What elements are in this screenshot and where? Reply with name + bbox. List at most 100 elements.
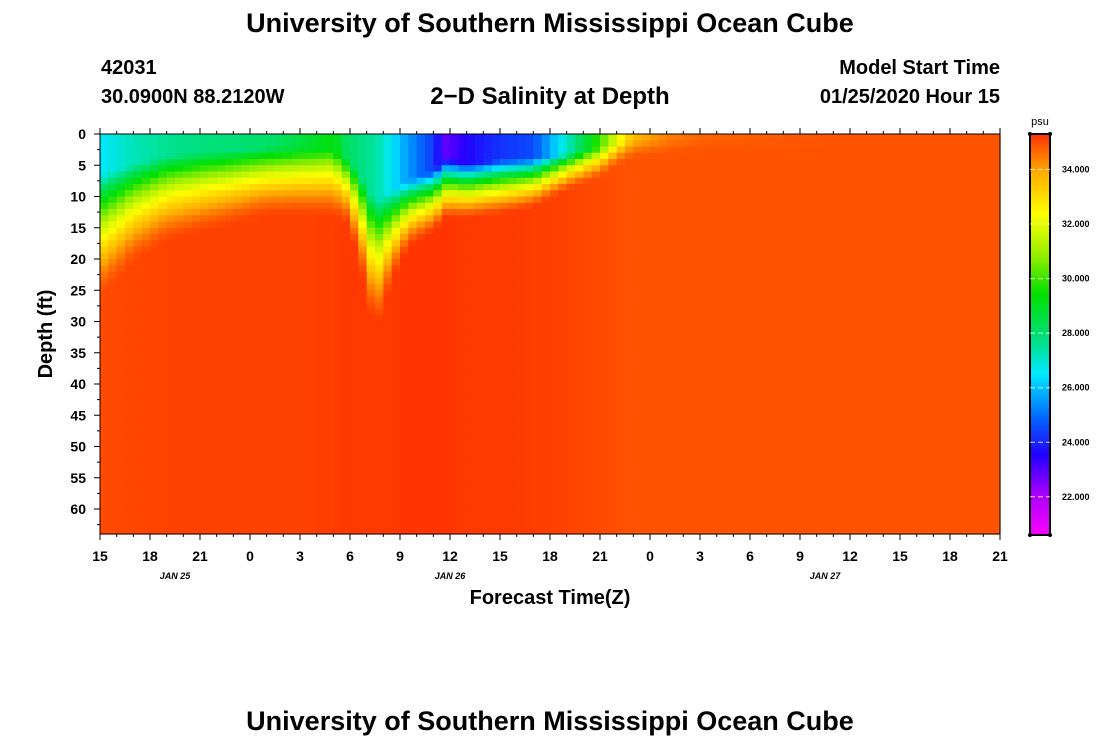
heatmap-cell xyxy=(183,365,193,373)
heatmap-cell xyxy=(550,377,559,385)
heatmap-cell xyxy=(158,459,168,466)
heatmap-cell xyxy=(308,227,318,235)
heatmap-cell xyxy=(466,515,476,523)
heatmap-cell xyxy=(475,184,484,191)
heatmap-cell xyxy=(225,159,234,166)
heatmap-cell xyxy=(350,365,359,373)
heatmap-cell xyxy=(583,290,593,298)
heatmap-cell xyxy=(708,152,718,160)
heatmap-cell xyxy=(358,296,368,304)
heatmap-cell xyxy=(450,415,459,423)
heatmap-cell xyxy=(591,277,601,285)
heatmap-cell xyxy=(516,459,526,466)
heatmap-cell xyxy=(183,384,193,391)
heatmap-cell xyxy=(475,202,484,210)
heatmap-cell xyxy=(650,490,659,498)
heatmap-cell xyxy=(541,459,551,466)
heatmap-cell xyxy=(508,290,518,298)
heatmap-cell xyxy=(150,465,159,473)
heatmap-cell xyxy=(500,221,509,229)
heatmap-cell xyxy=(358,159,368,166)
heatmap-cell xyxy=(625,284,634,291)
heatmap-cell xyxy=(258,346,268,354)
heatmap-cell xyxy=(741,471,751,479)
heatmap-cell xyxy=(700,196,709,204)
heatmap-cell xyxy=(491,527,501,535)
heatmap-cell xyxy=(616,227,626,235)
heatmap-cell xyxy=(283,190,293,198)
heatmap-cell xyxy=(375,440,384,448)
heatmap-cell xyxy=(683,365,693,373)
heatmap-cell xyxy=(375,521,384,529)
heatmap-cell xyxy=(158,384,168,391)
heatmap-cell xyxy=(233,140,243,148)
heatmap-cell xyxy=(116,221,126,229)
heatmap-cell xyxy=(733,252,743,260)
heatmap-cell xyxy=(358,434,368,441)
heatmap-cell xyxy=(516,296,526,304)
heatmap-cell xyxy=(150,246,159,254)
heatmap-cell xyxy=(583,177,593,185)
heatmap-cell xyxy=(250,134,259,141)
heatmap-cell xyxy=(450,290,459,298)
heatmap-cell xyxy=(541,227,551,235)
heatmap-cell xyxy=(550,352,559,360)
heatmap-cell xyxy=(333,490,343,498)
heatmap-cell xyxy=(641,240,651,248)
heatmap-cell xyxy=(166,190,176,198)
heatmap-cell xyxy=(316,509,326,516)
heatmap-cell xyxy=(283,384,293,391)
heatmap-cell xyxy=(525,415,534,423)
heatmap-cell xyxy=(308,259,318,266)
heatmap-cell xyxy=(158,184,168,191)
heatmap-cell xyxy=(666,177,676,185)
heatmap-cell xyxy=(666,290,676,298)
heatmap-cell xyxy=(300,134,309,141)
heatmap-cell xyxy=(341,390,351,398)
heatmap-cell xyxy=(341,309,351,316)
heatmap-cell xyxy=(250,215,259,223)
heatmap-cell xyxy=(633,246,643,254)
heatmap-cell xyxy=(191,527,201,535)
heatmap-cell xyxy=(475,359,484,366)
heatmap-cell xyxy=(250,290,259,298)
heatmap-cell xyxy=(250,140,259,148)
heatmap-cell xyxy=(600,296,609,304)
heatmap-cell xyxy=(158,240,168,248)
heatmap-cell xyxy=(400,302,409,310)
heatmap-cell xyxy=(541,321,551,329)
heatmap-cell xyxy=(466,396,476,404)
heatmap-cell xyxy=(700,409,709,416)
heatmap-cell xyxy=(691,184,701,191)
heatmap-cell xyxy=(400,409,409,416)
heatmap-cell xyxy=(566,502,576,510)
heatmap-cell xyxy=(400,209,409,216)
heatmap-cell xyxy=(616,502,626,510)
heatmap-cell xyxy=(550,309,559,316)
heatmap-cell xyxy=(575,490,584,498)
heatmap-cell xyxy=(333,427,343,435)
heatmap-cell xyxy=(383,502,393,510)
heatmap-cell xyxy=(408,259,418,266)
heatmap-cell xyxy=(316,152,326,160)
heatmap-cell xyxy=(175,134,184,141)
heatmap-cell xyxy=(125,527,134,535)
heatmap-cell xyxy=(491,334,501,341)
heatmap-cell xyxy=(191,196,201,204)
heatmap-cell xyxy=(441,521,451,529)
heatmap-cell xyxy=(316,515,326,523)
heatmap-cell xyxy=(141,352,151,360)
heatmap-cell xyxy=(100,296,109,304)
heatmap-cell xyxy=(125,521,134,529)
heatmap-cell xyxy=(100,140,109,148)
heatmap-cell xyxy=(608,409,618,416)
heatmap-cell xyxy=(275,234,284,241)
heatmap-cell xyxy=(125,415,134,423)
heatmap-cell xyxy=(583,409,593,416)
heatmap-cell xyxy=(458,221,468,229)
heatmap-cell xyxy=(500,446,509,454)
heatmap-cell xyxy=(675,321,684,329)
heatmap-cell xyxy=(466,315,476,323)
heatmap-cell xyxy=(125,284,134,291)
heatmap-cell xyxy=(391,240,401,248)
